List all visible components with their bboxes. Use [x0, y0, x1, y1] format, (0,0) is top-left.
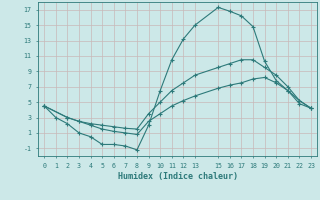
X-axis label: Humidex (Indice chaleur): Humidex (Indice chaleur) [118, 172, 238, 181]
